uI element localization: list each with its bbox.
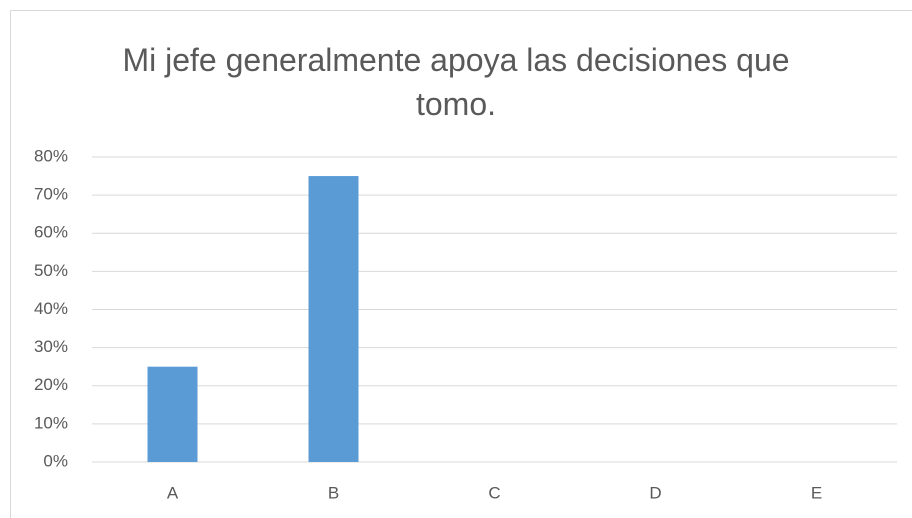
x-tick-label: C [488, 483, 500, 502]
chart-border [10, 10, 912, 518]
bar [308, 176, 359, 462]
y-tick-label: 70% [34, 185, 68, 204]
y-tick-label: 20% [34, 375, 68, 394]
x-tick-label: A [167, 483, 179, 502]
y-tick-label: 10% [34, 413, 68, 432]
y-tick-label: 80% [34, 146, 68, 165]
y-tick-label: 30% [34, 337, 68, 356]
y-tick-label: 50% [34, 261, 68, 280]
bar [147, 366, 198, 462]
y-tick-label: 0% [43, 451, 68, 470]
y-tick-label: 40% [34, 299, 68, 318]
x-tick-label: B [328, 483, 339, 502]
chart-title: Mi jefe generalmente apoya las decisione… [122, 42, 790, 122]
y-tick-label: 60% [34, 223, 68, 242]
x-tick-label: E [811, 483, 822, 502]
x-tick-label: D [649, 483, 661, 502]
